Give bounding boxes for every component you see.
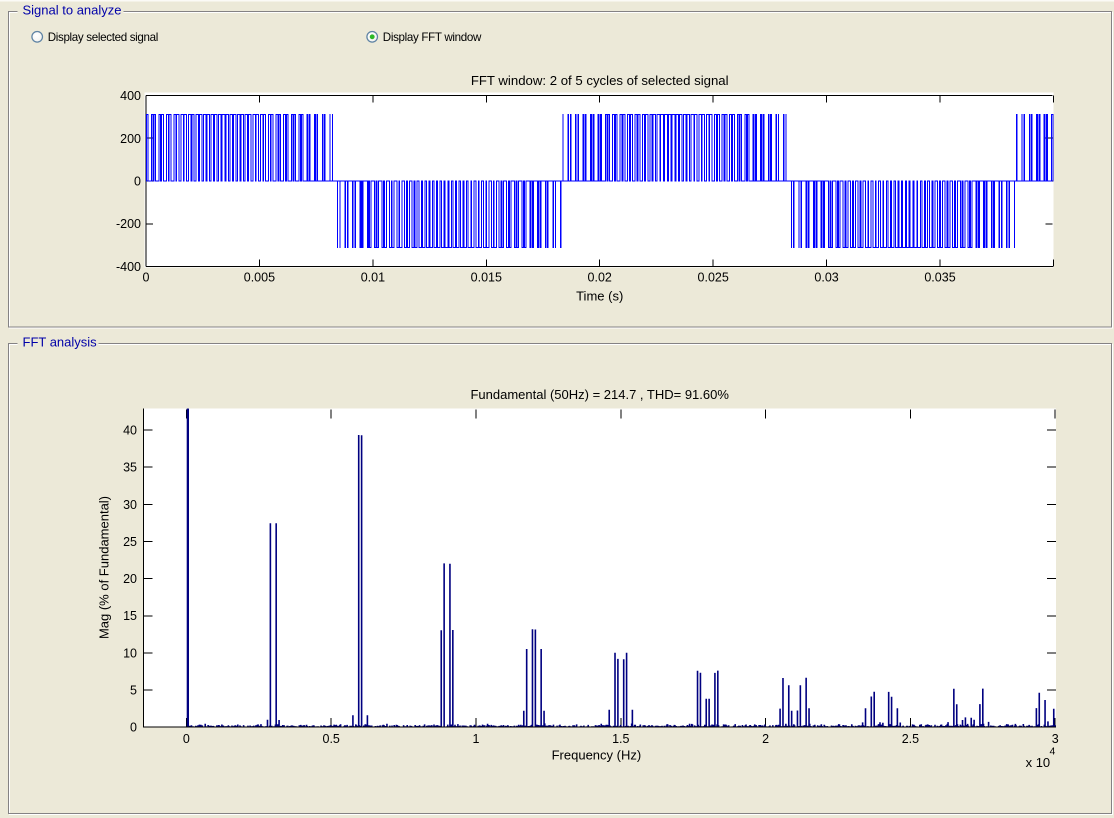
- svg-text:2.5: 2.5: [902, 732, 919, 746]
- svg-text:20: 20: [123, 572, 137, 586]
- svg-text:1.5: 1.5: [612, 732, 629, 746]
- svg-text:10: 10: [123, 646, 137, 660]
- svg-text:Frequency (Hz): Frequency (Hz): [552, 748, 642, 763]
- svg-text:0: 0: [183, 732, 190, 746]
- svg-text:-400: -400: [116, 260, 141, 274]
- svg-text:Time (s): Time (s): [576, 289, 623, 304]
- svg-text:0.025: 0.025: [698, 271, 729, 285]
- svg-text:Mag (% of Fundamental): Mag (% of Fundamental): [97, 496, 112, 639]
- svg-text:40: 40: [123, 424, 137, 438]
- svg-text:5: 5: [130, 684, 137, 698]
- svg-text:0.02: 0.02: [588, 271, 612, 285]
- svg-text:0.01: 0.01: [361, 271, 385, 285]
- svg-text:4: 4: [1050, 746, 1056, 758]
- svg-text:15: 15: [123, 609, 137, 623]
- svg-text:0.03: 0.03: [814, 271, 838, 285]
- svg-text:400: 400: [120, 89, 141, 103]
- svg-text:0.5: 0.5: [323, 732, 340, 746]
- svg-text:35: 35: [123, 461, 137, 475]
- svg-text:Signal to analyze: Signal to analyze: [23, 3, 122, 18]
- svg-text:1: 1: [473, 732, 480, 746]
- svg-text:FFT analysis: FFT analysis: [23, 335, 98, 350]
- svg-text:3: 3: [1052, 732, 1059, 746]
- svg-text:200: 200: [120, 132, 141, 146]
- svg-text:Display selected signal: Display selected signal: [48, 31, 158, 44]
- svg-text:x 10: x 10: [1026, 755, 1051, 770]
- svg-text:0.015: 0.015: [471, 271, 502, 285]
- svg-text:0.005: 0.005: [244, 271, 275, 285]
- svg-text:Fundamental (50Hz) = 214.7 , T: Fundamental (50Hz) = 214.7 , THD= 91.60%: [470, 387, 729, 402]
- svg-text:0.035: 0.035: [924, 271, 955, 285]
- svg-text:0: 0: [134, 175, 141, 189]
- svg-text:-200: -200: [116, 217, 141, 231]
- svg-text:Display FFT window: Display FFT window: [383, 31, 482, 44]
- svg-text:30: 30: [123, 498, 137, 512]
- svg-text:0: 0: [130, 721, 137, 735]
- svg-text:FFT window: 2 of 5 cycles of s: FFT window: 2 of 5 cycles of selected si…: [471, 73, 729, 88]
- svg-text:25: 25: [123, 535, 137, 549]
- svg-text:2: 2: [762, 732, 769, 746]
- svg-text:0: 0: [143, 271, 150, 285]
